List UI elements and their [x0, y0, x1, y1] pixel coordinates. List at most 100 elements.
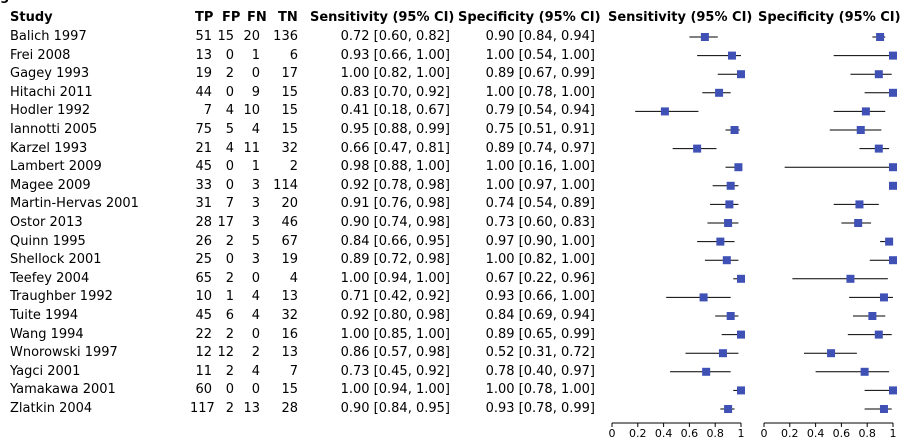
- tp-value: 21: [195, 140, 212, 156]
- study-name: Martin-Hervas 2001: [10, 196, 139, 212]
- specificity-ci-text: 0.89 [0.74, 0.97]: [485, 140, 595, 156]
- fn-value: 0: [251, 382, 260, 398]
- sensitivity-ci-text: 0.98 [0.88, 1.00]: [340, 159, 450, 175]
- sensitivity-ci-text: 0.72 [0.60, 0.82]: [340, 29, 450, 44]
- specificity-point-marker: [889, 51, 897, 60]
- fp-value: 2: [225, 326, 234, 342]
- fp-value: 0: [225, 382, 234, 398]
- specificity-tick-label: 0.8: [858, 427, 876, 438]
- specificity-point-marker: [889, 163, 897, 172]
- study-name: Quinn 1995: [10, 233, 86, 249]
- study-name: Gagey 1993: [10, 66, 90, 82]
- sensitivity-ci-text: 0.93 [0.66, 1.00]: [340, 47, 450, 63]
- sensitivity-ci-text: 0.95 [0.88, 0.99]: [340, 122, 450, 137]
- header-sensitivity-ci: Sensitivity (95% CI): [310, 10, 455, 25]
- tp-value: 31: [195, 196, 212, 212]
- sensitivity-ci-text: 0.90 [0.84, 0.95]: [340, 401, 450, 416]
- tp-value: 44: [195, 84, 212, 100]
- study-name: Frei 2008: [10, 47, 71, 63]
- tp-value: 33: [195, 177, 212, 193]
- fn-value: 3: [251, 177, 260, 193]
- specificity-ci-text: 0.93 [0.78, 0.99]: [485, 401, 595, 416]
- sensitivity-point-marker: [699, 293, 708, 302]
- sensitivity-point-marker: [715, 88, 724, 97]
- specificity-ci-text: 0.84 [0.69, 0.94]: [485, 308, 595, 323]
- sensitivity-tick-label: 0.8: [706, 427, 724, 438]
- specificity-ci-text: 0.73 [0.60, 0.83]: [485, 215, 595, 230]
- fn-value: 1: [251, 47, 260, 63]
- tn-value: 67: [281, 233, 298, 249]
- fp-value: 4: [225, 103, 234, 119]
- tp-value: 45: [195, 159, 212, 175]
- specificity-ci-text: 1.00 [0.78, 1.00]: [485, 84, 595, 100]
- study-name: Balich 1997: [10, 29, 87, 44]
- fp-value: 0: [225, 252, 234, 268]
- specificity-ci-text: 0.74 [0.54, 0.89]: [485, 196, 595, 212]
- specificity-tick-label: 1: [890, 427, 897, 438]
- sensitivity-tick-label: 0.4: [655, 427, 673, 438]
- specificity-ci-text: 1.00 [0.78, 1.00]: [485, 382, 595, 398]
- tn-value: 114: [273, 177, 298, 193]
- sensitivity-point-marker: [737, 330, 745, 339]
- tn-value: 20: [281, 196, 298, 212]
- specificity-point-marker: [861, 107, 870, 116]
- sensitivity-point-marker: [737, 386, 745, 395]
- specificity-point-marker: [874, 330, 883, 339]
- header-sensitivity-plot: Sensitivity (95% CI): [608, 10, 753, 25]
- fp-value: 17: [217, 215, 234, 230]
- fp-value: 5: [225, 122, 234, 137]
- sensitivity-ci-text: 0.92 [0.80, 0.98]: [340, 308, 450, 323]
- specificity-point-marker: [874, 144, 883, 153]
- specificity-ci-text: 1.00 [0.97, 1.00]: [485, 177, 595, 193]
- specificity-point-marker: [889, 386, 897, 395]
- fn-value: 4: [251, 363, 260, 379]
- tn-value: 15: [281, 103, 298, 119]
- tp-value: 45: [195, 308, 212, 323]
- fn-value: 13: [243, 401, 260, 416]
- header-fn: FN: [247, 10, 267, 25]
- fp-value: 0: [225, 47, 234, 63]
- study-name: Magee 2009: [10, 177, 91, 193]
- header-study: Study: [10, 10, 53, 25]
- specificity-ci-text: 0.67 [0.22, 0.96]: [485, 270, 595, 286]
- specificity-point-marker: [827, 349, 836, 358]
- fp-value: 12: [217, 345, 234, 361]
- specificity-point-marker: [879, 405, 888, 413]
- study-name: Shellock 2001: [10, 252, 102, 268]
- fp-value: 2: [225, 363, 234, 379]
- fn-value: 5: [251, 233, 260, 249]
- fp-value: 6: [225, 308, 234, 323]
- sensitivity-point-marker: [700, 33, 709, 41]
- tn-value: 2: [289, 159, 298, 175]
- fp-value: 2: [225, 270, 234, 286]
- fp-value: 0: [225, 177, 234, 193]
- tn-value: 32: [281, 308, 298, 323]
- header-specificity-ci: Specificity (95% CI): [458, 10, 601, 25]
- fn-value: 0: [251, 326, 260, 342]
- study-name: Teefey 2004: [10, 270, 90, 286]
- sensitivity-point-marker: [726, 312, 735, 320]
- tn-value: 4: [289, 270, 298, 286]
- fn-value: 3: [251, 215, 260, 230]
- tn-value: 15: [281, 122, 298, 137]
- tn-value: 16: [281, 326, 298, 342]
- sensitivity-point-marker: [730, 126, 739, 134]
- fp-value: 2: [225, 233, 234, 249]
- fn-value: 4: [251, 122, 260, 137]
- sensitivity-tick-label: 1: [738, 427, 745, 438]
- tn-value: 6: [289, 47, 298, 63]
- specificity-ci-text: 0.79 [0.54, 0.94]: [485, 103, 595, 119]
- specificity-point-marker: [876, 33, 885, 41]
- sensitivity-ci-text: 0.89 [0.72, 0.98]: [340, 252, 450, 268]
- header-specificity-plot: Specificity (95% CI): [758, 10, 900, 25]
- tp-value: 11: [195, 363, 212, 379]
- study-name: Karzel 1993: [10, 140, 88, 156]
- sensitivity-ci-text: 0.41 [0.18, 0.67]: [340, 103, 450, 119]
- fn-value: 9: [251, 84, 260, 100]
- header-tp: TP: [195, 10, 214, 25]
- tn-value: 17: [281, 66, 298, 82]
- tn-value: 15: [281, 84, 298, 100]
- study-name: Lambert 2009: [10, 159, 102, 175]
